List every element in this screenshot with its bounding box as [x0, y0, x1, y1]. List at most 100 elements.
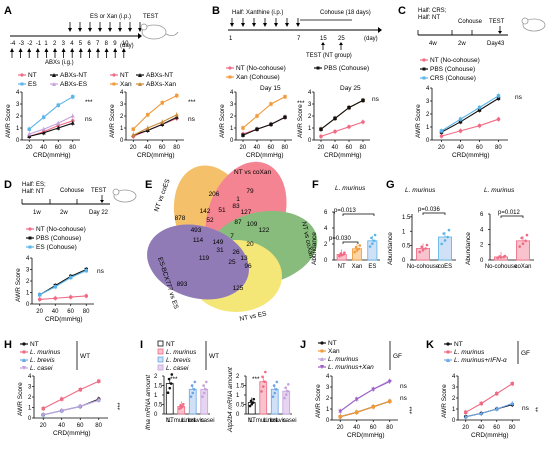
- legend-h: NT L. murinus L. brevis L. casei: [20, 341, 78, 372]
- panel-a-test-text: TEST: [143, 14, 159, 20]
- data-point: [319, 127, 323, 131]
- data-point: [71, 95, 75, 99]
- panel-i-group: WT: [209, 353, 219, 360]
- x-tick-label: L. brevis: [181, 418, 204, 424]
- x-tick-label: 80: [360, 145, 367, 151]
- panel-d-sig: ns: [97, 268, 105, 275]
- y-tick-label: 1: [26, 291, 30, 297]
- legend-a2-abxs-xan: ABXs-Xan: [146, 81, 176, 88]
- day-tick-label: -3: [19, 41, 25, 47]
- data-point: [479, 401, 483, 406]
- x-tick-label: 80: [509, 425, 516, 431]
- panel-c-tick-label-2: Day43: [487, 41, 505, 47]
- x-tick-label: 40: [254, 145, 261, 151]
- legend-h-casei: L. casei: [30, 365, 53, 372]
- panel-b-cohouse-text: Cohouse (18 days): [320, 10, 371, 16]
- data-point: [252, 397, 256, 401]
- legend-a1-es: ES: [28, 81, 37, 88]
- panel-c-sig: ns: [515, 94, 523, 101]
- data-point: [477, 108, 482, 112]
- data-point: [496, 117, 501, 121]
- x-axis-label: CRD(mmHg): [45, 316, 83, 323]
- y-tick-label: 3: [28, 385, 32, 391]
- mouse-icon-d: [112, 188, 137, 203]
- gavage-arrowhead: [53, 48, 57, 52]
- panel-j-sig-1: ns: [400, 383, 408, 390]
- data-point: [41, 127, 46, 131]
- panel-a-sig-2a: ***: [188, 99, 196, 106]
- data-point: [339, 252, 343, 255]
- x-tick-label: 40: [40, 145, 47, 151]
- data-point: [160, 101, 164, 105]
- panel-i: I NT L. murinus L. brevis L. casei WT If…: [140, 339, 297, 433]
- y-tick-label: 3: [452, 385, 456, 391]
- data-point: [274, 388, 278, 391]
- legend-k-murinus: L. murinus: [454, 349, 485, 356]
- data-point: [510, 401, 515, 406]
- venn-count: 206: [209, 191, 220, 198]
- legend-i: NT L. murinus L. brevis L. casei: [157, 340, 207, 372]
- gavage-arrowhead: [96, 48, 100, 52]
- y-axis-label: AWR Score: [415, 104, 422, 138]
- data-point: [440, 242, 444, 246]
- data-point: [181, 405, 184, 408]
- data-point: [464, 410, 468, 414]
- data-point: [496, 256, 500, 260]
- y-axis-label: AWR Score: [109, 104, 116, 138]
- data-point: [41, 413, 46, 418]
- data-point: [59, 409, 64, 413]
- x-tick-label: 20: [318, 145, 325, 151]
- data-point: [53, 285, 57, 289]
- legend-b-pbs: PBS (Cohouse): [324, 65, 369, 72]
- data-point: [338, 254, 341, 258]
- data-point: [131, 127, 135, 131]
- series-line: [29, 115, 73, 135]
- y-tick-label: 2: [26, 279, 30, 285]
- panel-b-test-arrowhead-2: [339, 42, 343, 45]
- panel-c-half2: Half: NT: [418, 15, 440, 21]
- panel-a-sig-2b: ns: [188, 116, 196, 123]
- day-tick-label: 9: [113, 41, 117, 47]
- venn-count: 7: [230, 233, 234, 240]
- day-tick-label: -2: [27, 41, 33, 47]
- injection-arrowhead: [78, 28, 82, 32]
- legend-i-murinus: L. murinus: [166, 349, 197, 356]
- panel-d-half2: Half: NT: [22, 189, 44, 195]
- y-tick-label: 0: [236, 412, 240, 418]
- panel-j-sig-3: ns: [400, 395, 408, 402]
- panel-a-chart-1: 0 1 2 3 4 20 40 60 80 AWR Score CRD(mmHg): [5, 90, 80, 159]
- data-point: [371, 387, 376, 392]
- data-point: [56, 125, 61, 130]
- x-tick-label: NT: [338, 264, 346, 270]
- y-tick-label: 4: [28, 374, 32, 380]
- data-point: [333, 116, 337, 121]
- data-point: [521, 242, 525, 246]
- x-tick-label: 40: [52, 309, 59, 315]
- data-point: [174, 112, 179, 117]
- y-tick-label: 3: [326, 385, 330, 391]
- data-point: [56, 121, 61, 125]
- y-tick-label: 2: [230, 114, 234, 120]
- panel-g-p1: p=0.036: [418, 207, 441, 213]
- panel-g-ylabel-1: Abundance: [387, 232, 394, 265]
- injection-arrowhead: [263, 23, 267, 27]
- legend-j: NT Xan L. murinus L. murinus+Xan: [318, 340, 391, 371]
- legend-k-nt: NT: [454, 341, 463, 348]
- panel-d-tick-label-1: 2w: [60, 210, 68, 216]
- data-point: [41, 406, 45, 411]
- y-tick-label: 4: [16, 90, 20, 96]
- significance-bracket: [500, 215, 524, 218]
- data-point: [78, 404, 83, 409]
- y-tick-label: 2: [480, 243, 484, 249]
- y-tick-label: 6: [324, 210, 328, 216]
- data-point: [357, 247, 361, 251]
- panel-a-gavage-arrows: [10, 48, 126, 58]
- panel-d-label: D: [4, 179, 12, 191]
- y-tick-label: 0: [154, 412, 158, 418]
- legend-k: NT L. murinus L. murinus+rIFN-α: [444, 341, 519, 364]
- panel-j-group: GF: [393, 353, 402, 360]
- venn-count: 149: [213, 239, 224, 246]
- injection-arrowhead: [252, 23, 256, 27]
- x-tick-label: 60: [370, 425, 377, 431]
